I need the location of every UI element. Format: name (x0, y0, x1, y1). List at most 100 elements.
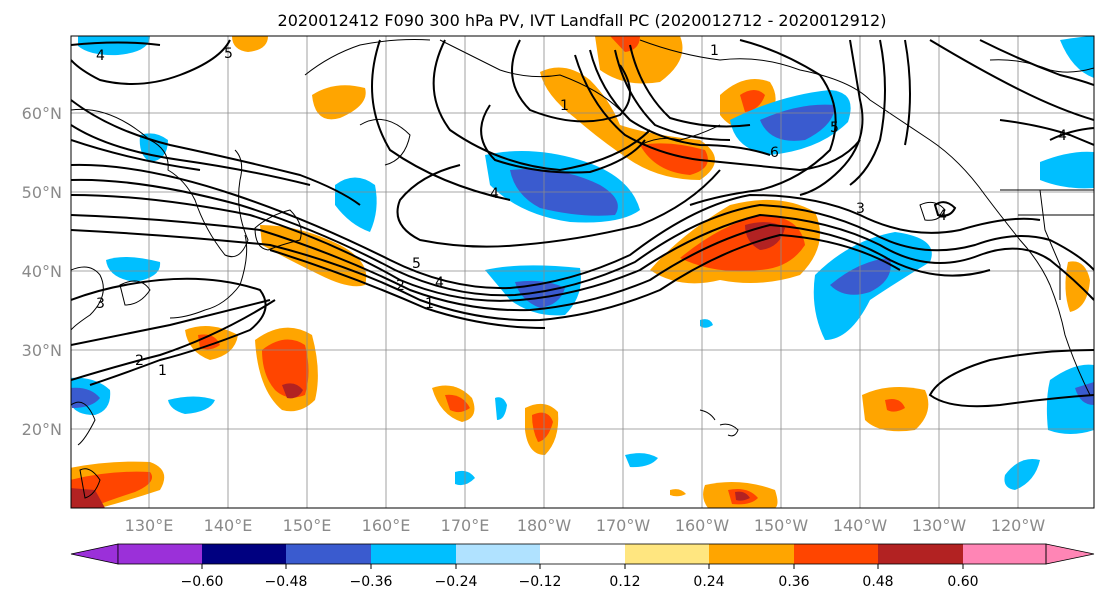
contour-label: 4 (435, 275, 444, 291)
anomaly-region (495, 397, 507, 420)
anomaly-region (1046, 364, 1094, 434)
shaded-anomalies (71, 36, 1094, 508)
lon-label: 150°W (754, 516, 809, 535)
colorbar-tick-label: 0.60 (947, 574, 978, 590)
latitude-labels: 60°N 50°N 40°N 30°N 20°N (22, 104, 62, 439)
colorbar: −0.60 −0.48 −0.36 −0.24 −0.12 0.12 0.24 … (70, 543, 1095, 590)
contour-label: 5 (412, 256, 421, 272)
lon-label: 130°E (125, 516, 174, 535)
contour-label: 1 (710, 43, 719, 59)
contour-labels: 4 5 1 1 4 6 5 3 4 5 4 2 1 3 2 1 4 (96, 43, 1067, 379)
colorbar-segment (794, 544, 878, 564)
contour-label: 2 (396, 278, 405, 294)
colorbar-segment (371, 544, 456, 564)
lon-label: 130°W (912, 516, 967, 535)
pv-contours (71, 39, 1094, 408)
lat-label: 20°N (22, 420, 62, 439)
colorbar-tick-label: 0.12 (609, 574, 640, 590)
colorbar-extend-high (1045, 543, 1095, 565)
contour-label: 1 (560, 98, 569, 114)
map-area: 4 5 1 1 4 6 5 3 4 5 4 2 1 3 2 1 4 (70, 35, 1095, 509)
anomaly-region (71, 387, 100, 408)
colorbar-tick-label: 0.24 (693, 574, 724, 590)
anomaly-region (106, 256, 161, 282)
colorbar-segment (286, 544, 371, 564)
contour-label: 4 (96, 48, 105, 64)
anomaly-region (78, 36, 150, 56)
contour-label: 1 (425, 296, 434, 312)
anomaly-region (640, 143, 708, 175)
anomaly-region (532, 412, 553, 442)
colorbar-segment (878, 544, 963, 564)
contour-label: 5 (830, 120, 839, 136)
contour-label: 2 (135, 353, 144, 369)
colorbar-tick-label: 0.36 (778, 574, 809, 590)
anomaly-region (625, 453, 658, 468)
anomaly-region (71, 488, 105, 508)
colorbar-segment (625, 544, 709, 564)
contour-label: 4 (1058, 128, 1067, 144)
lat-label: 60°N (22, 104, 62, 123)
contour-label: 6 (770, 145, 779, 161)
map-title: 2020012412 F090 300 hPa PV, IVT Landfall… (278, 11, 887, 30)
anomaly-region (670, 489, 686, 497)
anomaly-region (610, 36, 640, 52)
colorbar-tick-label: 0.48 (862, 574, 893, 590)
colorbar-tick-label: −0.12 (519, 574, 562, 590)
anomaly-region (232, 36, 268, 52)
anomaly-region (515, 280, 565, 308)
anomaly-region (445, 394, 470, 413)
contour-label: 4 (938, 208, 947, 224)
colorbar-segment (540, 544, 625, 564)
lat-label: 50°N (22, 183, 62, 202)
contour-label: 1 (158, 363, 167, 379)
anomaly-region (1075, 382, 1094, 405)
anomaly-region (1065, 261, 1090, 312)
anomaly-region (760, 104, 835, 141)
lon-label: 150°E (283, 516, 332, 535)
colorbar-extend-low (70, 543, 119, 565)
anomaly-region (282, 383, 303, 399)
colorbar-segment (456, 544, 540, 564)
colorbar-ticks (201, 564, 964, 569)
lon-label: 180°W (517, 516, 572, 535)
anomaly-region (1004, 459, 1040, 490)
colorbar-segment (709, 544, 794, 564)
contour-label: 4 (490, 186, 499, 202)
anomaly-region (700, 319, 713, 328)
anomaly-region (1040, 151, 1094, 189)
anomaly-region (885, 399, 905, 412)
anomaly-region (735, 491, 750, 501)
colorbar-segment (118, 544, 202, 564)
anomaly-region (312, 85, 366, 120)
anomaly-region (335, 177, 377, 232)
colorbar-tick-label: −0.36 (350, 574, 393, 590)
colorbar-segment (202, 544, 286, 564)
lon-label: 170°E (441, 516, 490, 535)
lon-label: 140°E (204, 516, 253, 535)
contour-label: 3 (96, 296, 105, 312)
colorbar-segment (963, 544, 1046, 564)
lon-label: 160°E (362, 516, 411, 535)
lon-label: 160°W (675, 516, 730, 535)
colorbar-tick-label: −0.60 (181, 574, 224, 590)
colorbar-frame (117, 543, 1047, 565)
anomaly-region (168, 396, 215, 414)
anomaly-region (740, 90, 765, 112)
colorbar-tick-label: −0.24 (435, 574, 478, 590)
contour-label: 5 (224, 46, 233, 62)
lon-label: 140°W (833, 516, 888, 535)
contour-label: 3 (856, 201, 865, 217)
lat-label: 40°N (22, 262, 62, 281)
longitude-labels: 130°E 140°E 150°E 160°E 170°E 180°W 170°… (125, 516, 1046, 535)
anomaly-region (1060, 36, 1094, 78)
lon-label: 170°W (596, 516, 651, 535)
lon-label: 120°W (991, 516, 1046, 535)
anomaly-region (830, 258, 891, 295)
lat-label: 30°N (22, 341, 62, 360)
anomaly-region (595, 36, 683, 84)
anomaly-region (262, 339, 309, 398)
colorbar-tick-label: −0.48 (265, 574, 308, 590)
gridlines (71, 36, 1094, 508)
